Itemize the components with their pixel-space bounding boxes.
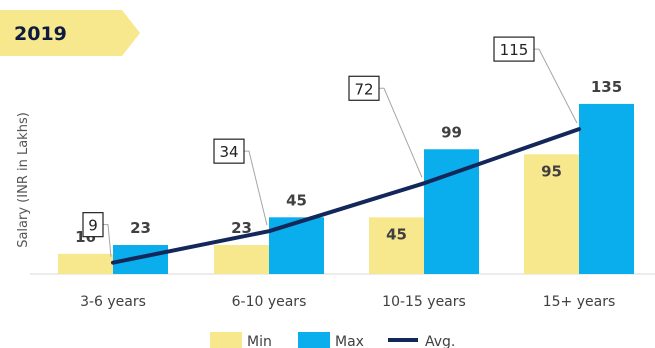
avg-callout-box xyxy=(213,138,245,164)
bar-min xyxy=(58,253,113,274)
legend-label: Min xyxy=(247,334,272,348)
bar-max xyxy=(269,217,324,274)
avg-series-line xyxy=(111,127,581,265)
year-banner xyxy=(0,10,140,56)
legend-swatch-max xyxy=(298,332,330,348)
data-label-max: 99 xyxy=(441,123,462,141)
category-label: 6-10 years xyxy=(232,294,307,310)
data-label-max: 45 xyxy=(286,191,307,209)
avg-callout-box xyxy=(348,75,380,101)
bar-min xyxy=(369,217,424,274)
data-label-max: 23 xyxy=(130,219,151,237)
data-label-min: 45 xyxy=(386,225,407,243)
year-banner-label: 2019 xyxy=(14,23,67,45)
legend-label: Avg. xyxy=(425,334,455,348)
data-label-avg: 34 xyxy=(219,143,238,161)
bar-max xyxy=(579,103,634,275)
legend: Min Max Avg. xyxy=(210,332,455,348)
avg-callout-leader xyxy=(244,150,268,226)
data-label-max: 135 xyxy=(591,78,622,96)
category-label: 3-6 years xyxy=(80,294,146,310)
avg-callout-leader xyxy=(534,48,578,124)
data-label-min: 95 xyxy=(541,162,562,180)
data-label-avg: 72 xyxy=(354,80,373,98)
data-label-min: 23 xyxy=(231,219,252,237)
avg-callout-box xyxy=(82,212,104,238)
avg-callout-leader xyxy=(379,87,423,178)
category-label: 15+ years xyxy=(543,294,616,310)
bar-min xyxy=(214,245,269,274)
y-axis-title: Salary (INR in Lakhs) xyxy=(16,112,31,248)
bar-min xyxy=(524,154,579,274)
category-label: 10-15 years xyxy=(382,294,466,310)
bar-max xyxy=(424,149,479,274)
avg-callout-box xyxy=(493,36,535,62)
legend-label: Max xyxy=(335,334,364,348)
data-label-avg: 115 xyxy=(500,41,529,59)
legend-swatch-min xyxy=(210,332,242,348)
avg-callout-leader xyxy=(103,224,112,257)
data-label-avg: 9 xyxy=(88,217,98,235)
